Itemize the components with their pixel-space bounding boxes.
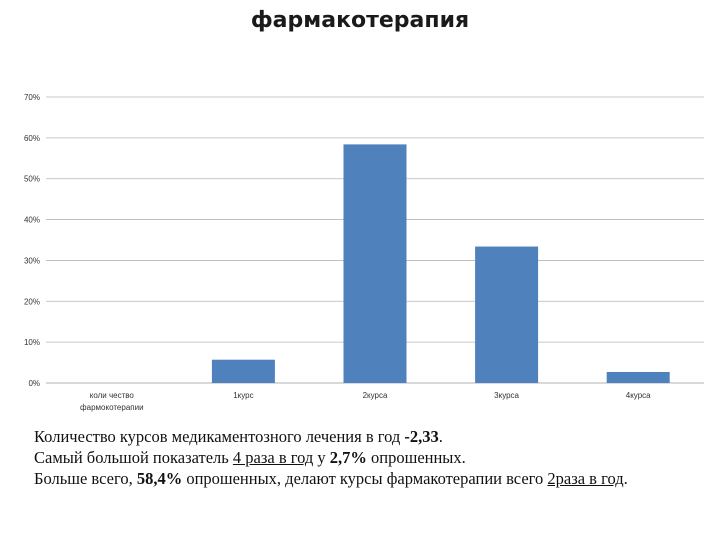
y-tick-label: 30% [24, 256, 40, 265]
y-tick-label: 40% [24, 216, 40, 225]
y-axis-ticks: 0% 10% 20% 30% 40% 50% 60% 70% [24, 93, 40, 388]
note-line-3: Больше всего, 58,4% опрошенных, делают к… [34, 468, 714, 489]
bar-3 [343, 144, 407, 383]
x-category-label: 1курс [233, 391, 253, 400]
bar-2 [211, 359, 275, 383]
note-value: 2,7% [329, 448, 367, 467]
note-line-2: Самый большой показатель 4 раза в год у … [34, 447, 714, 468]
bar-5 [606, 371, 670, 383]
chart-title: фармакотерапия [250, 8, 470, 33]
note-text: Количество курсов медикаментозного лечен… [34, 427, 405, 446]
note-text: . [623, 469, 628, 488]
y-tick-label: 60% [24, 134, 40, 143]
note-line-1: Количество курсов медикаментозного лечен… [34, 426, 714, 447]
y-tick-label: 20% [24, 297, 40, 306]
note-text: . [438, 427, 443, 446]
note-text: опрошенных. [366, 448, 466, 467]
x-category-label: 2курса [363, 391, 388, 400]
notes-text: Количество курсов медикаментозного лечен… [34, 426, 714, 489]
note-value: 58,4% [136, 469, 183, 488]
y-tick-label: 10% [24, 338, 40, 347]
note-value: -2,33 [404, 427, 439, 446]
x-axis-labels: коли чество фармокотерапии 1курс 2курса 3кур… [80, 391, 651, 412]
note-text: опрошенных, делают курсы фармакотерапии … [182, 469, 548, 488]
note-text: у [313, 448, 330, 467]
note-text: Самый большой показатель [34, 448, 233, 467]
x-category-label: 4курса [626, 391, 651, 400]
bar-chart: 0% 10% 20% 30% 40% 50% 60% 70% коли чество фармо… [24, 93, 704, 412]
x-category-label: коли чество фармокотерапии [80, 391, 143, 412]
y-tick-label: 0% [28, 379, 40, 388]
bars [211, 144, 670, 383]
note-underlined: 2раза в год [547, 469, 624, 488]
note-text: Больше всего, [34, 469, 137, 488]
y-tick-label: 50% [24, 175, 40, 184]
x-category-label: 3курса [494, 391, 519, 400]
y-tick-label: 70% [24, 93, 40, 102]
bar-4 [475, 246, 539, 383]
note-underlined: 4 раза в год [232, 448, 314, 467]
